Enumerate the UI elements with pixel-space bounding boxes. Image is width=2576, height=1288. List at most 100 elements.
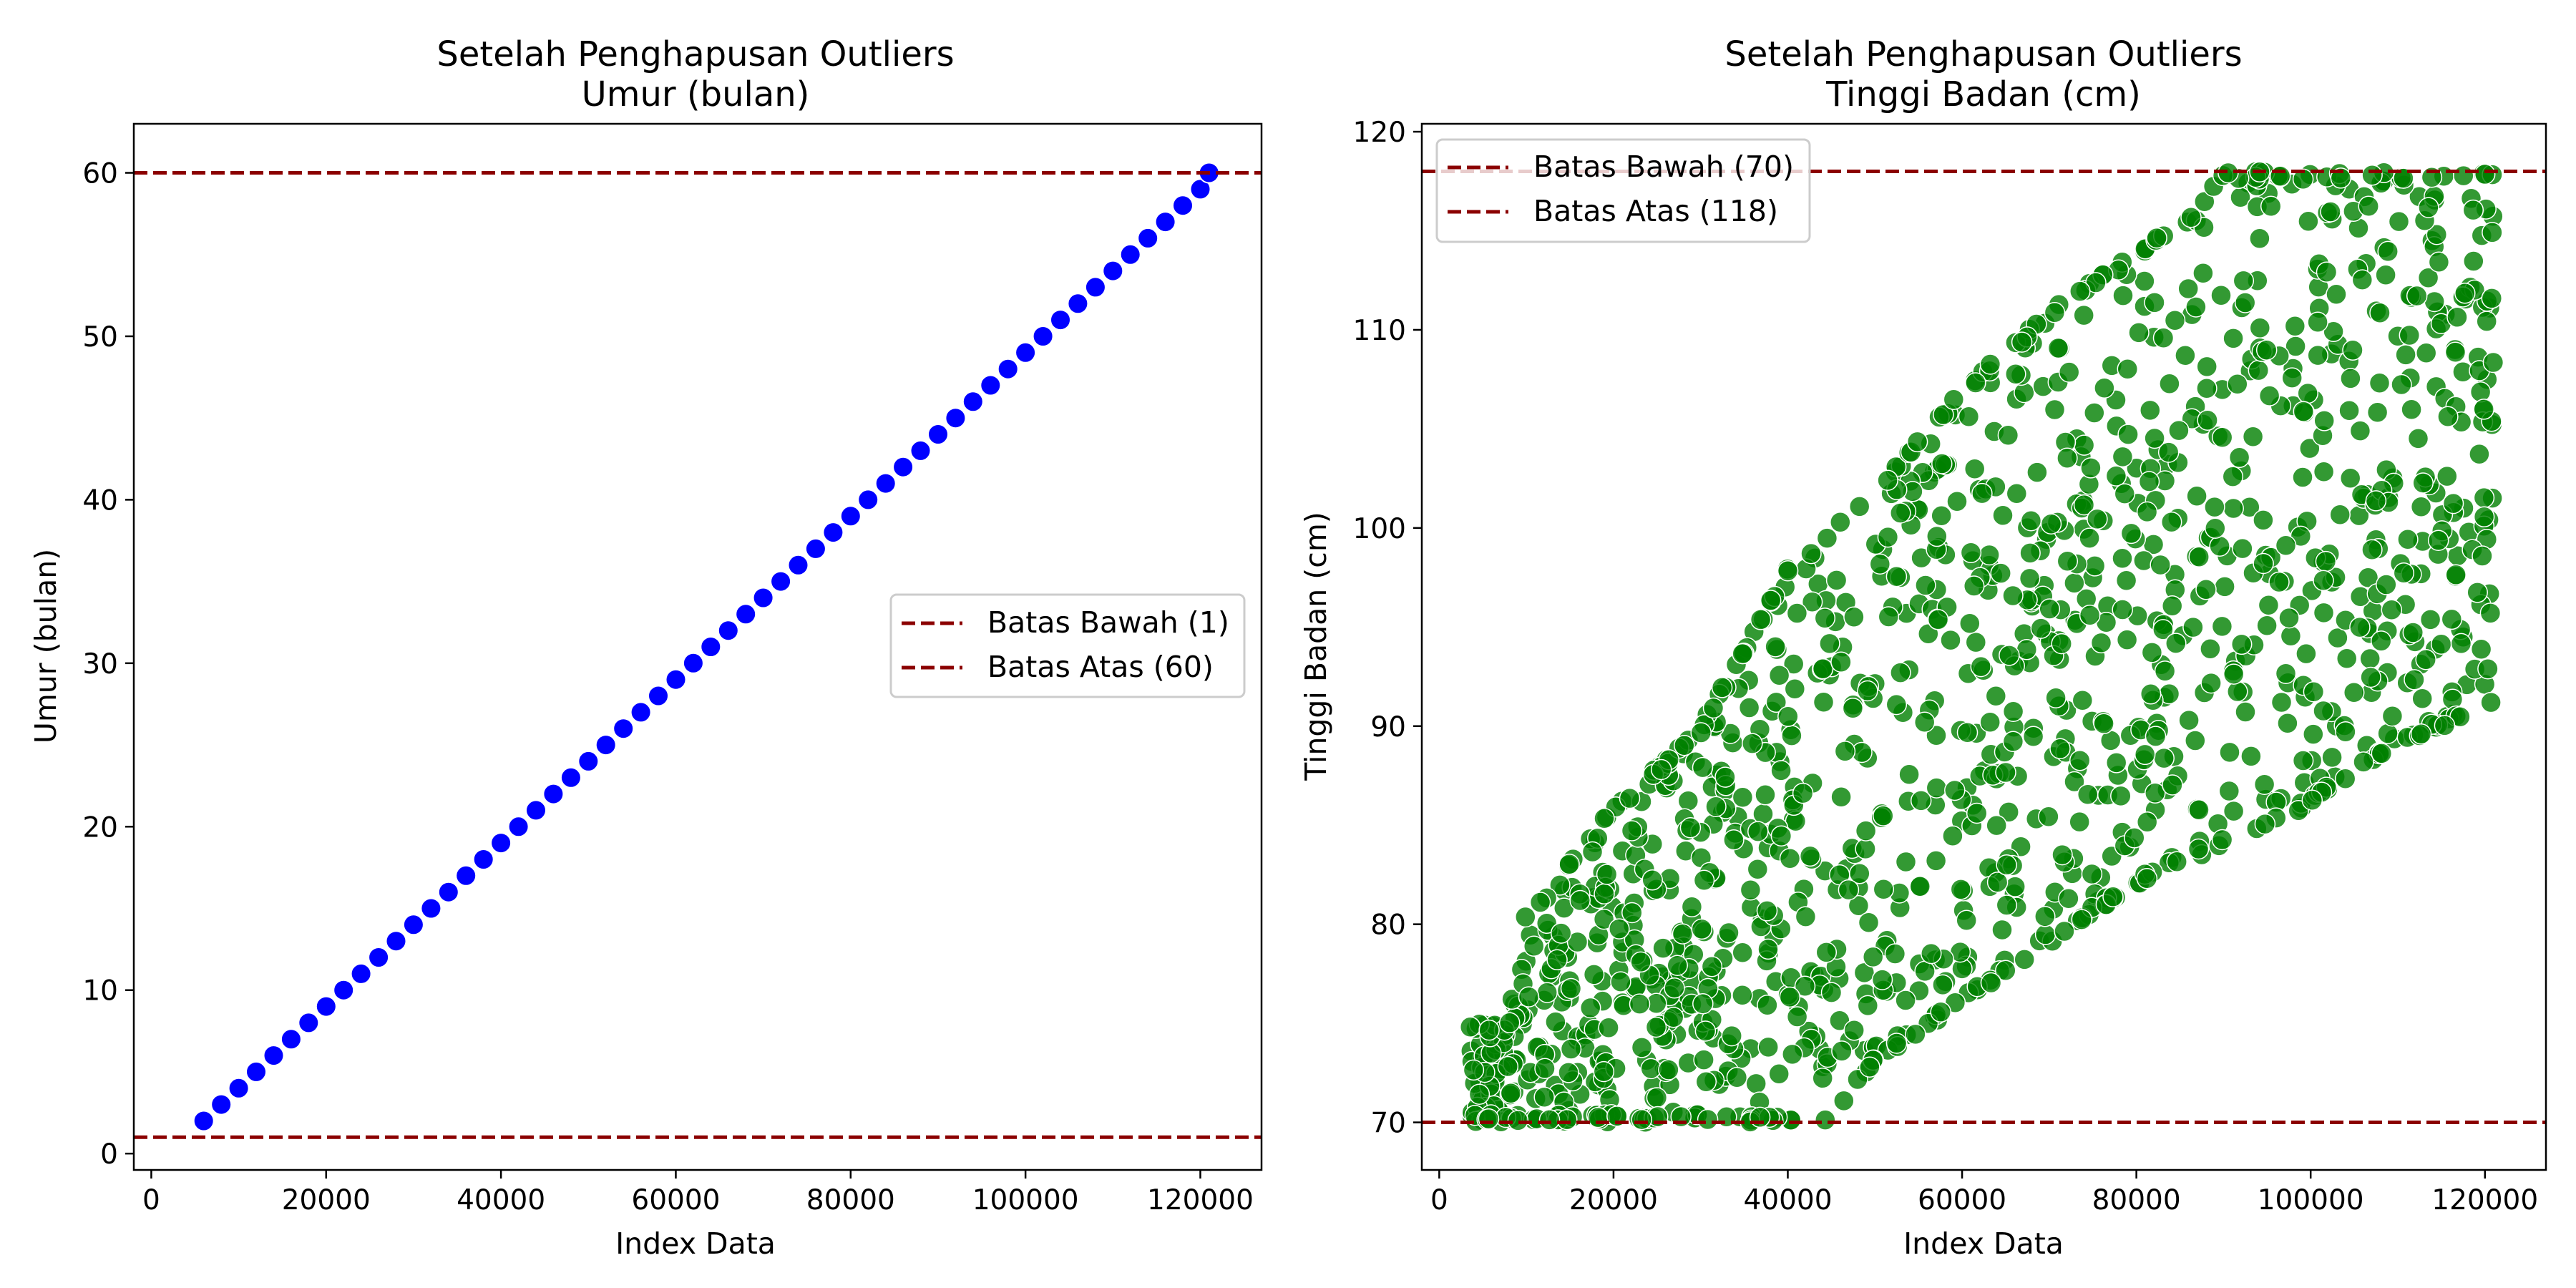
data-point xyxy=(1960,542,1982,564)
data-point xyxy=(1583,964,1605,985)
data-point xyxy=(2316,261,2338,283)
data-point xyxy=(1921,942,1942,965)
data-point xyxy=(2223,497,2244,519)
data-point xyxy=(1560,977,1582,1000)
data-point xyxy=(1718,922,1740,944)
data-point xyxy=(1990,562,2011,584)
data-point xyxy=(2253,552,2274,575)
data-point xyxy=(298,1012,320,1034)
data-point xyxy=(2102,886,2124,908)
data-point xyxy=(2299,437,2321,459)
data-point xyxy=(1558,854,1580,875)
data-point xyxy=(1843,1020,1865,1041)
data-point xyxy=(2326,283,2347,306)
data-point xyxy=(333,979,355,1001)
data-point xyxy=(2260,195,2282,218)
data-point xyxy=(1992,504,2014,527)
data-point xyxy=(1913,711,1936,733)
data-point xyxy=(1681,896,1703,918)
data-point xyxy=(2019,542,2041,564)
data-point xyxy=(752,587,774,609)
data-point xyxy=(2209,535,2230,557)
data-point xyxy=(1757,1036,1779,1058)
data-point xyxy=(2292,168,2314,190)
data-point xyxy=(1695,1070,1717,1093)
data-point xyxy=(735,603,757,625)
data-point xyxy=(2307,311,2328,333)
data-point xyxy=(1966,802,1988,824)
data-point xyxy=(2377,723,2399,744)
data-point xyxy=(2482,351,2504,374)
data-point xyxy=(2114,483,2136,504)
data-point xyxy=(2136,501,2158,523)
data-point xyxy=(2292,750,2314,771)
data-point xyxy=(2351,269,2373,291)
y-tick-label: 120 xyxy=(1353,117,1406,149)
data-point xyxy=(2105,752,2127,774)
data-point xyxy=(1084,276,1106,298)
data-point xyxy=(1943,389,1965,410)
data-point xyxy=(2014,949,2035,970)
x-axis-label: Index Data xyxy=(615,1226,776,1261)
x-tick-label: 120000 xyxy=(2431,1184,2538,1216)
data-point xyxy=(402,914,424,936)
data-point xyxy=(2136,811,2158,833)
data-point xyxy=(2307,344,2328,366)
data-point xyxy=(1816,527,1838,549)
data-point xyxy=(2284,316,2306,337)
data-point xyxy=(490,832,512,854)
data-point xyxy=(2071,909,2092,930)
data-point xyxy=(1172,195,1194,217)
data-point xyxy=(2436,465,2458,487)
data-point xyxy=(2473,506,2495,528)
data-point xyxy=(2463,250,2484,272)
data-point xyxy=(2205,517,2226,539)
data-point xyxy=(2136,868,2158,889)
y-tick-label: 30 xyxy=(82,648,118,680)
data-point xyxy=(1859,1056,1880,1078)
data-point xyxy=(2430,633,2452,655)
data-point xyxy=(1745,1073,1767,1095)
data-point xyxy=(2297,382,2318,404)
data-point xyxy=(2069,750,2091,771)
data-point xyxy=(682,652,704,674)
data-point xyxy=(2138,471,2160,492)
data-point xyxy=(2249,317,2271,339)
data-point xyxy=(2365,490,2387,512)
x-tick-label: 60000 xyxy=(1918,1184,2006,1216)
data-point xyxy=(2253,774,2275,795)
data-point xyxy=(2361,165,2383,186)
data-point xyxy=(2020,509,2042,532)
data-point xyxy=(909,439,932,462)
data-point xyxy=(2270,691,2293,713)
data-point xyxy=(1878,606,1900,628)
data-point xyxy=(2069,280,2091,302)
data-point xyxy=(2281,367,2303,389)
data-point xyxy=(1890,502,1911,524)
data-point xyxy=(980,374,1002,396)
data-point xyxy=(2004,876,2026,897)
data-point xyxy=(1732,786,1754,808)
data-point xyxy=(1664,977,1685,999)
data-point xyxy=(1545,1011,1566,1033)
data-point xyxy=(1885,693,1908,716)
data-point xyxy=(2424,291,2445,313)
data-point xyxy=(2277,713,2298,734)
data-point xyxy=(2117,358,2139,380)
data-point xyxy=(2482,222,2503,243)
data-point xyxy=(2140,399,2161,421)
data-point xyxy=(2480,691,2502,713)
data-point xyxy=(2038,806,2059,827)
data-point xyxy=(2054,920,2075,942)
data-point xyxy=(857,489,879,511)
data-point xyxy=(1830,786,1852,808)
data-point xyxy=(2474,163,2496,185)
data-point xyxy=(2249,228,2270,249)
data-point xyxy=(2391,374,2412,396)
data-point xyxy=(1701,956,1723,977)
data-point xyxy=(2411,688,2433,709)
data-point xyxy=(1549,874,1571,896)
data-point xyxy=(1819,633,1840,655)
y-tick-label: 20 xyxy=(82,811,118,844)
data-point xyxy=(2116,629,2138,650)
